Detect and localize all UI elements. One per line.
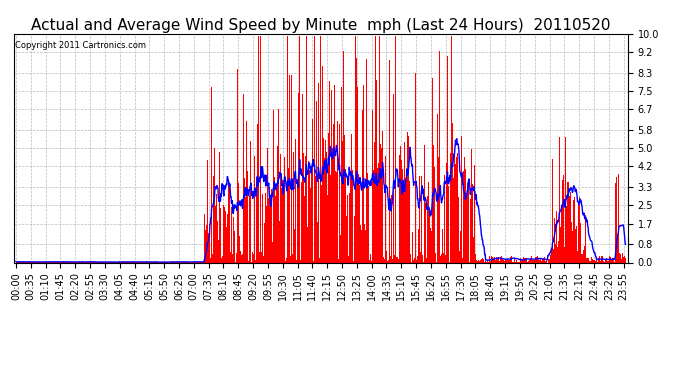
Title: Actual and Average Wind Speed by Minute  mph (Last 24 Hours)  20110520: Actual and Average Wind Speed by Minute …: [31, 18, 611, 33]
Text: Copyright 2011 Cartronics.com: Copyright 2011 Cartronics.com: [15, 40, 146, 50]
